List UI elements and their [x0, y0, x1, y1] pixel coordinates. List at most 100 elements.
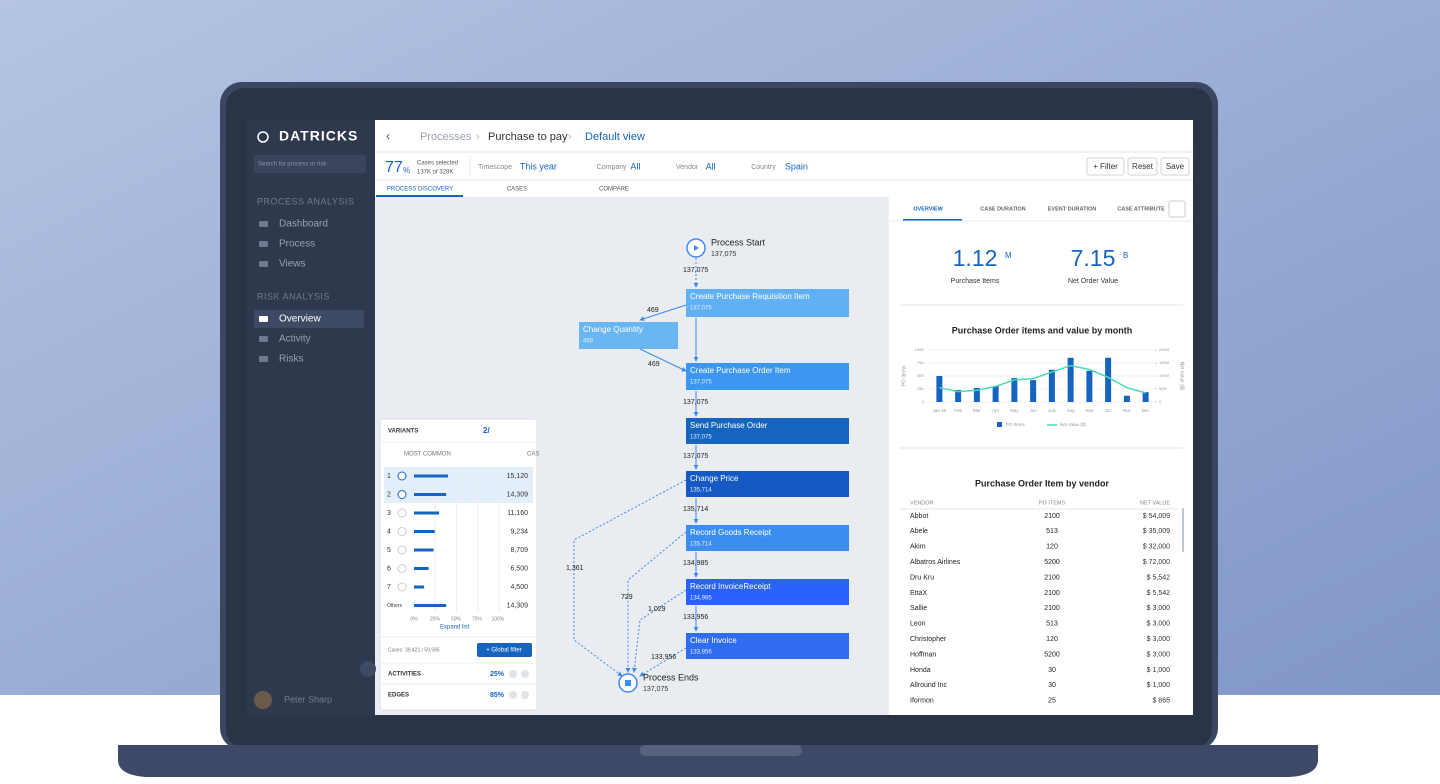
table-cell: $ 35,009	[1143, 528, 1170, 535]
table-cell: Dru Kru	[910, 574, 934, 581]
button[interactable]	[1127, 157, 1158, 176]
nav-icon	[259, 241, 268, 247]
legend-label: Net value ($)	[1060, 422, 1086, 427]
variant-bar	[414, 530, 435, 533]
node-count: 133,956	[690, 650, 712, 656]
nav-item[interactable]: Risks	[279, 354, 303, 365]
tab[interactable]: CASE ATTRIBUTE	[1117, 206, 1165, 212]
variant-bar	[414, 511, 440, 515]
tab[interactable]: EVENT DURATION	[1048, 206, 1097, 212]
x-tick-label: Sep	[1085, 408, 1094, 413]
variant-check[interactable]	[397, 564, 407, 573]
activity-node[interactable]	[686, 633, 849, 659]
button[interactable]	[477, 643, 532, 657]
collapse-toggle[interactable]	[360, 661, 376, 677]
variant-bar	[414, 567, 429, 570]
search-box[interactable]	[254, 155, 366, 173]
minus-button[interactable]	[509, 670, 517, 678]
activity-node[interactable]	[686, 363, 849, 390]
kpi-unit: M	[1005, 251, 1012, 260]
column-header: PO ITEMS	[1039, 500, 1066, 506]
activity-node[interactable]	[686, 289, 849, 317]
cases-pct: 77	[385, 159, 403, 176]
node-label: Process Start	[711, 237, 766, 247]
filter-label: Company	[597, 164, 627, 171]
plus-button[interactable]	[521, 691, 529, 699]
variant-check[interactable]	[397, 545, 407, 555]
axis-label: 75%	[472, 616, 483, 622]
bar	[936, 376, 943, 402]
x-tick-label: Oct	[1105, 408, 1113, 413]
tab[interactable]: PROCESS DISCOVERY	[387, 187, 453, 193]
node-count: 137,075	[690, 306, 712, 312]
tab[interactable]: CASES	[507, 187, 527, 193]
filter-value[interactable]: Spain	[785, 161, 808, 171]
legend-swatch	[997, 422, 1002, 427]
edge-label: 133,956	[651, 654, 676, 661]
button-label[interactable]: Reset	[1132, 162, 1154, 171]
variant-check[interactable]	[397, 508, 407, 518]
nav-icon	[259, 316, 268, 322]
bar	[1105, 357, 1112, 402]
kpi-label: Purchase Items	[951, 278, 1000, 285]
edge	[573, 479, 687, 677]
back-button[interactable]: ‹	[386, 129, 390, 143]
sort-label: MOST COMMON	[404, 452, 451, 458]
variant-count: 15,120	[507, 473, 529, 480]
button-label[interactable]: + Filter	[1093, 162, 1118, 171]
nav-item[interactable]: Dashboard	[279, 219, 328, 230]
nav-item[interactable]: Overview	[279, 314, 321, 325]
breadcrumb[interactable]: Default view	[585, 131, 645, 143]
button[interactable]	[1160, 157, 1190, 176]
variant-check[interactable]	[397, 471, 407, 481]
node-label: Send Purchase Order	[690, 421, 768, 430]
filter-value[interactable]: This year	[520, 161, 557, 171]
activity-node[interactable]	[686, 579, 849, 605]
tab[interactable]: COMPARE	[599, 187, 629, 193]
nav-item[interactable]: Process	[279, 239, 315, 250]
expand-link[interactable]: Expand list	[440, 625, 470, 631]
minus-button[interactable]	[509, 691, 517, 699]
table-cell: Honda	[910, 667, 931, 674]
filter-value[interactable]: All	[630, 161, 640, 171]
edge-label: 1,361	[566, 565, 584, 572]
table-cell: $ 3,000	[1147, 651, 1170, 658]
plus-button[interactable]	[521, 670, 529, 678]
node-label: Clear Invoice	[690, 636, 737, 645]
column-header: CAS	[527, 452, 539, 458]
scroll-arrow[interactable]	[1168, 200, 1186, 218]
edge-label: 1,029	[648, 606, 666, 613]
activity-node[interactable]	[686, 471, 849, 497]
variant-check[interactable]	[397, 582, 407, 592]
tab[interactable]: OVERVIEW	[913, 206, 943, 212]
table-cell: Iformon	[910, 698, 934, 705]
table-cell: 2100	[1044, 605, 1060, 612]
activity-node[interactable]	[579, 322, 678, 349]
button-label[interactable]: Save	[1166, 162, 1185, 171]
table-cell: EttaX	[910, 590, 927, 597]
variant-count: 8,709	[510, 547, 528, 554]
button[interactable]	[1086, 157, 1125, 176]
filter-value[interactable]: All	[706, 161, 716, 171]
bar	[1030, 380, 1037, 402]
column-header: NET VALUE	[1140, 500, 1170, 506]
avatar	[254, 691, 272, 709]
bar	[1123, 395, 1130, 402]
axis-label: 50%	[451, 616, 462, 622]
variant-check[interactable]	[397, 490, 407, 499]
bar	[955, 390, 962, 402]
nav-item[interactable]: Views	[279, 259, 306, 270]
nav-item[interactable]: Activity	[279, 334, 311, 345]
node-label: Process Ends	[643, 672, 699, 682]
button-label[interactable]: + Global filter	[486, 648, 522, 654]
tab[interactable]: CASE DURATION	[980, 206, 1025, 212]
edge-label: 729	[621, 594, 633, 601]
section-label: EDGES	[388, 693, 409, 699]
node-count: 137,075	[690, 380, 712, 386]
activity-node[interactable]	[686, 418, 849, 444]
variant-bar	[414, 493, 447, 496]
edge	[639, 647, 687, 677]
table-cell: Akim	[910, 544, 926, 551]
activity-node[interactable]	[686, 525, 849, 551]
variant-check[interactable]	[397, 527, 407, 536]
